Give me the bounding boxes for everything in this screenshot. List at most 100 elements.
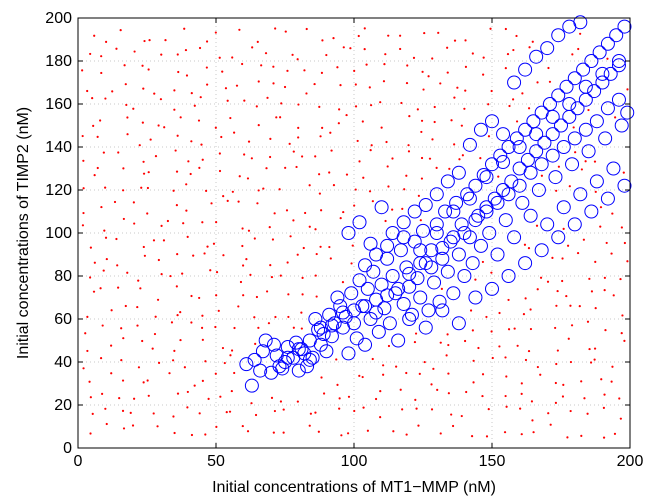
data-point-dot	[599, 206, 603, 209]
data-point-dot	[460, 124, 463, 127]
data-point-dot	[423, 31, 426, 35]
data-point-dot	[201, 314, 204, 317]
data-point-dot	[498, 311, 501, 315]
data-point-dot	[577, 47, 580, 51]
data-point-dot	[622, 171, 625, 174]
data-point-dot	[146, 212, 149, 215]
data-point-circle	[515, 195, 530, 210]
data-point-dot	[383, 63, 386, 66]
data-point-dot	[540, 174, 543, 177]
data-point-circle	[382, 316, 397, 331]
data-point-circle	[537, 135, 552, 150]
data-point-dot	[366, 429, 369, 432]
data-point-dot	[221, 70, 224, 73]
data-point-dot	[279, 400, 283, 403]
data-point-circle	[576, 62, 591, 77]
data-point-dot	[103, 229, 106, 232]
data-point-dot	[89, 432, 92, 435]
data-point-dot	[315, 252, 318, 256]
data-point-dot	[387, 34, 390, 37]
data-point-dot	[129, 411, 132, 414]
data-point-circle	[421, 303, 436, 318]
data-point-dot	[464, 89, 467, 92]
y-tick-labels: 0 20 40 60 80 100 120 140 160 180 200	[45, 10, 72, 457]
data-point-dot	[297, 136, 300, 139]
data-point-dot	[308, 424, 311, 427]
data-point-dot	[222, 195, 225, 198]
data-point-circle	[462, 137, 477, 152]
data-point-dot	[580, 434, 583, 437]
data-point-dot	[241, 264, 245, 267]
data-point-dot	[265, 167, 268, 170]
data-point-dot	[115, 47, 118, 50]
data-point-dot	[175, 285, 178, 288]
y-tick-label: 60	[54, 311, 72, 328]
data-point-dot	[368, 86, 371, 89]
data-point-dot	[230, 389, 233, 393]
data-point-dot	[226, 199, 229, 202]
data-point-dot	[362, 176, 365, 179]
data-point-dot	[221, 346, 225, 350]
data-point-dot	[282, 408, 285, 411]
data-point-dot	[256, 202, 259, 205]
data-point-circle	[496, 127, 511, 142]
data-point-dot	[169, 274, 172, 278]
data-point-dot	[539, 373, 542, 376]
data-point-dot	[102, 151, 105, 154]
data-point-dot	[504, 394, 507, 398]
data-point-dot	[561, 257, 564, 260]
data-point-dot	[285, 209, 289, 212]
data-point-dot	[361, 120, 364, 123]
data-point-dot	[469, 309, 473, 312]
data-point-dot	[126, 271, 129, 274]
data-point-dot	[387, 185, 390, 188]
data-point-circle	[490, 195, 505, 210]
data-point-dot	[185, 183, 188, 186]
data-point-dot	[279, 274, 282, 277]
data-point-circle	[341, 346, 356, 361]
data-point-circle	[429, 187, 444, 202]
data-point-dot	[491, 356, 494, 360]
data-point-dot	[104, 236, 108, 239]
data-point-dot	[269, 137, 272, 140]
data-point-dot	[382, 364, 385, 367]
data-point-dot	[435, 166, 438, 170]
data-point-dot	[249, 273, 252, 276]
data-point-circle	[330, 290, 345, 305]
data-point-dot	[229, 354, 232, 357]
data-point-dot	[358, 374, 361, 377]
data-point-circle	[485, 114, 499, 129]
data-point-dot	[320, 71, 324, 74]
data-point-circle	[454, 217, 469, 232]
data-point-dot	[399, 34, 402, 37]
data-point-circle	[371, 324, 386, 339]
data-point-dot	[382, 80, 386, 83]
data-point-circle	[468, 178, 483, 193]
data-point-dot	[401, 207, 404, 210]
y-tick-label: 140	[45, 139, 72, 156]
data-point-dot	[264, 52, 268, 55]
data-point-dot	[215, 271, 219, 274]
data-point-dot	[356, 139, 359, 143]
data-point-circle	[529, 127, 544, 142]
data-point-dot	[342, 46, 345, 49]
data-point-dot	[197, 119, 201, 122]
data-point-circle	[529, 144, 544, 159]
data-point-circle	[424, 260, 439, 275]
data-point-dot	[451, 424, 455, 428]
data-point-circle	[473, 238, 488, 253]
data-point-dot	[420, 130, 423, 134]
data-point-dot	[243, 153, 246, 156]
data-point-dot	[547, 66, 550, 70]
data-point-circle	[551, 88, 566, 103]
data-point-dot	[477, 346, 480, 350]
data-point-circle	[512, 140, 527, 154]
data-point-circle	[352, 215, 367, 230]
data-point-dot	[353, 204, 356, 207]
data-point-dot	[319, 245, 322, 248]
data-point-dot	[154, 155, 158, 158]
data-point-dot	[527, 349, 531, 353]
data-point-dot	[243, 99, 246, 102]
data-point-dot	[562, 383, 565, 387]
data-point-dot	[325, 53, 328, 57]
